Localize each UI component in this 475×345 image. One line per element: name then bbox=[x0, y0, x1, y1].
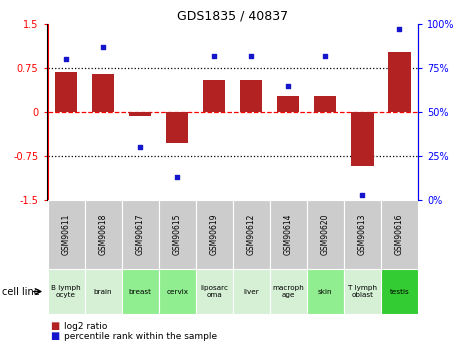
Title: GDS1835 / 40837: GDS1835 / 40837 bbox=[177, 10, 288, 23]
Point bbox=[359, 192, 366, 198]
Bar bbox=[122, 269, 159, 314]
Bar bbox=[270, 200, 307, 269]
Bar bbox=[48, 269, 85, 314]
Text: percentile rank within the sample: percentile rank within the sample bbox=[64, 332, 217, 341]
Text: cell line: cell line bbox=[2, 287, 40, 296]
Bar bbox=[48, 200, 85, 269]
Text: macroph
age: macroph age bbox=[273, 285, 304, 298]
Text: GSM90614: GSM90614 bbox=[284, 214, 293, 255]
Bar bbox=[389, 52, 410, 112]
Bar bbox=[92, 74, 114, 112]
Text: GSM90611: GSM90611 bbox=[62, 214, 70, 255]
Text: brain: brain bbox=[94, 288, 112, 295]
Bar bbox=[233, 269, 270, 314]
Text: ■: ■ bbox=[50, 332, 59, 341]
Bar bbox=[344, 269, 381, 314]
Point bbox=[136, 145, 144, 150]
Bar bbox=[166, 112, 188, 142]
Bar bbox=[307, 200, 344, 269]
Text: B lymph
ocyte: B lymph ocyte bbox=[51, 285, 81, 298]
Text: GSM90612: GSM90612 bbox=[247, 214, 256, 255]
Text: GSM90619: GSM90619 bbox=[210, 214, 218, 255]
Bar bbox=[344, 200, 381, 269]
Text: T lymph
oblast: T lymph oblast bbox=[348, 285, 377, 298]
Text: GSM90615: GSM90615 bbox=[173, 214, 181, 255]
Point bbox=[396, 27, 403, 32]
Bar bbox=[55, 72, 77, 112]
Point bbox=[247, 53, 255, 59]
Text: ■: ■ bbox=[50, 321, 59, 331]
Bar bbox=[85, 269, 122, 314]
Text: liver: liver bbox=[243, 288, 259, 295]
Text: breast: breast bbox=[129, 288, 152, 295]
Text: skin: skin bbox=[318, 288, 332, 295]
Text: testis: testis bbox=[390, 288, 409, 295]
Bar bbox=[122, 200, 159, 269]
Text: GSM90613: GSM90613 bbox=[358, 214, 367, 255]
Bar bbox=[196, 269, 233, 314]
Point bbox=[99, 44, 107, 50]
Bar bbox=[203, 80, 225, 112]
Bar bbox=[307, 269, 344, 314]
Bar bbox=[233, 200, 270, 269]
Bar bbox=[159, 269, 196, 314]
Bar bbox=[240, 80, 262, 112]
Bar bbox=[85, 200, 122, 269]
Text: liposarc
oma: liposarc oma bbox=[200, 285, 228, 298]
Bar bbox=[352, 112, 373, 166]
Point bbox=[322, 53, 329, 59]
Text: GSM90616: GSM90616 bbox=[395, 214, 404, 255]
Bar bbox=[196, 200, 233, 269]
Bar bbox=[314, 96, 336, 112]
Text: GSM90617: GSM90617 bbox=[136, 214, 144, 255]
Text: GSM90618: GSM90618 bbox=[99, 214, 107, 255]
Point bbox=[285, 83, 292, 89]
Point bbox=[210, 53, 218, 59]
Bar bbox=[270, 269, 307, 314]
Bar bbox=[129, 112, 151, 116]
Bar bbox=[381, 200, 418, 269]
Point bbox=[62, 57, 70, 62]
Text: log2 ratio: log2 ratio bbox=[64, 322, 107, 331]
Point bbox=[173, 175, 181, 180]
Bar bbox=[277, 96, 299, 112]
Text: GSM90620: GSM90620 bbox=[321, 214, 330, 255]
Text: cervix: cervix bbox=[166, 288, 188, 295]
Bar bbox=[381, 269, 418, 314]
Bar bbox=[159, 200, 196, 269]
